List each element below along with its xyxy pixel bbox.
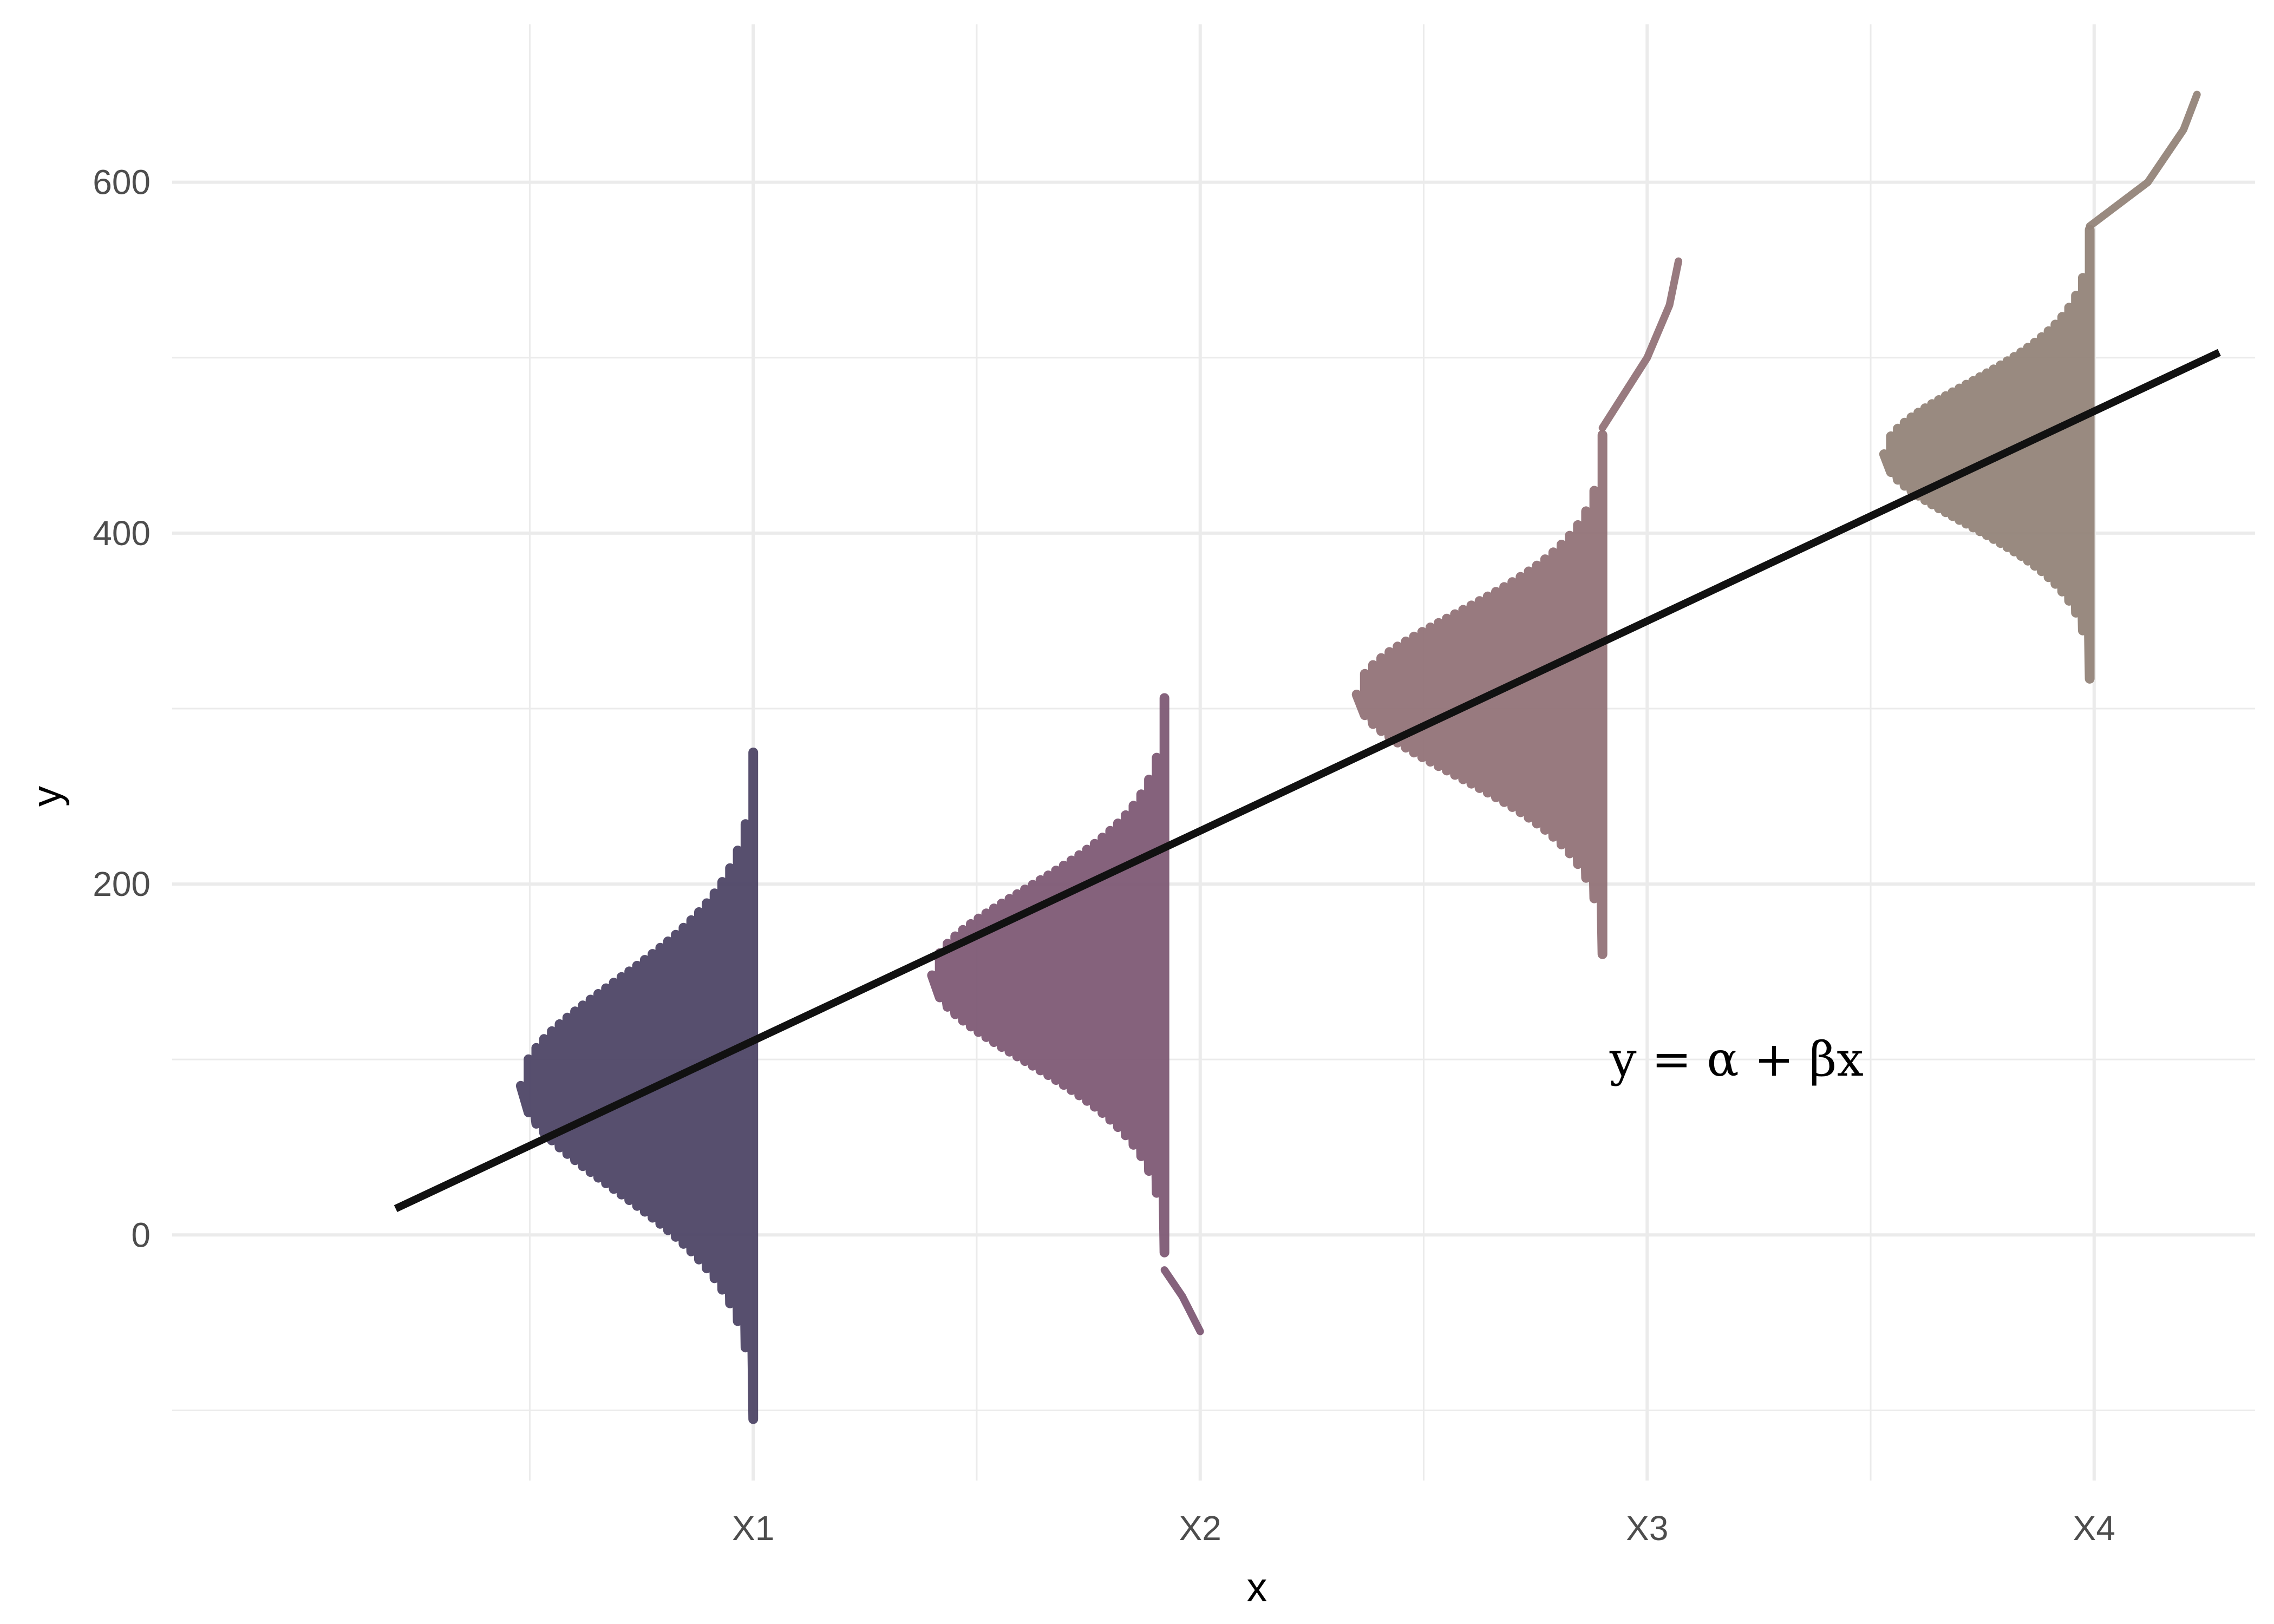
distribution-profile-x1	[515, 748, 759, 1424]
equation-annotation: y = α + βx	[1609, 1031, 1864, 1087]
y-tick-label: 200	[93, 865, 151, 903]
y-tick-label: 0	[131, 1215, 151, 1254]
distribution-x2	[927, 693, 1204, 1335]
distribution-profile-x4	[1879, 225, 2095, 684]
distribution-tail-x4	[2086, 90, 2201, 230]
distribution-tail-x2	[1160, 1266, 1204, 1335]
x-tick-label: X3	[1626, 1509, 1668, 1548]
distribution-tail-x3	[1598, 257, 1683, 432]
x-axis-title: x	[1247, 1564, 1267, 1610]
distribution-x4	[1879, 90, 2201, 684]
distributions	[515, 90, 2201, 1424]
distribution-x3	[1351, 257, 1683, 959]
regression-line-group	[394, 349, 2221, 1212]
grid	[172, 24, 2255, 1481]
y-axis-title: y	[24, 786, 70, 807]
axis-ticks: 0 200 400 600 X1 X2 X3 X4	[93, 163, 2115, 1548]
distribution-x1	[515, 748, 759, 1424]
y-tick-label: 400	[93, 514, 151, 553]
x-tick-label: X4	[2073, 1509, 2115, 1548]
regression-line	[394, 349, 2221, 1212]
distribution-profile-x2	[927, 693, 1169, 1258]
y-tick-label: 600	[93, 163, 151, 202]
distribution-profile-x3	[1351, 430, 1608, 959]
x-tick-label: X1	[732, 1509, 774, 1548]
x-tick-label: X2	[1179, 1509, 1221, 1548]
